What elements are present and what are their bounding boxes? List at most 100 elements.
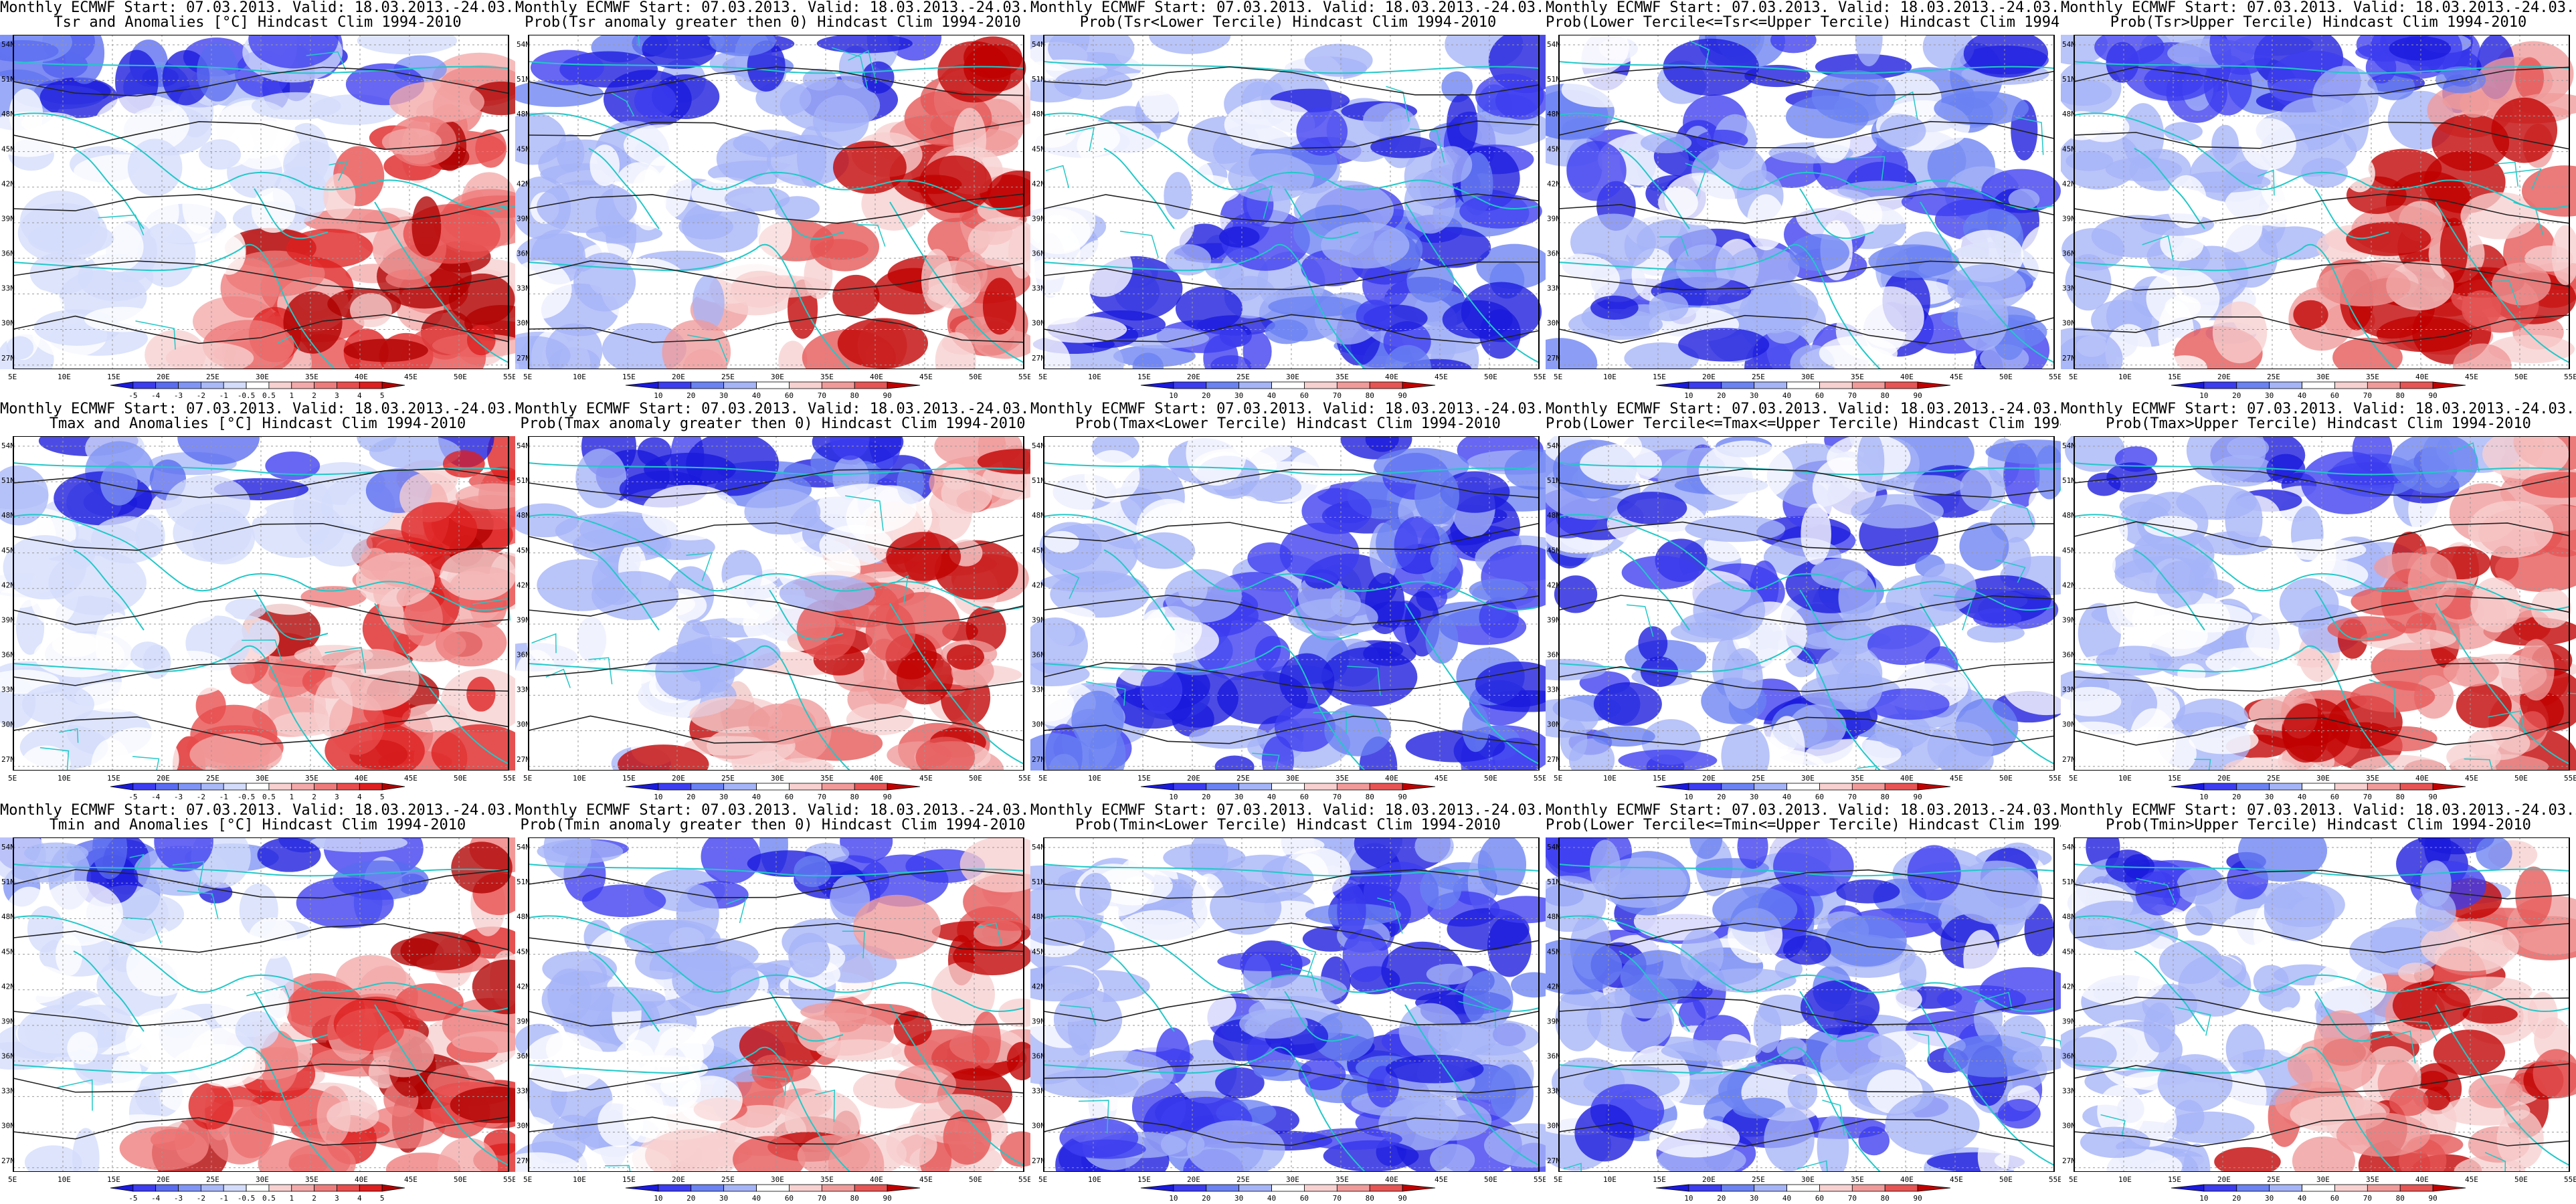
lat-tick-label: 54N xyxy=(517,40,530,49)
lat-tick-label: 39N xyxy=(517,615,530,624)
lon-tick-label: 30E xyxy=(256,373,269,381)
lat-tick-label: 33N xyxy=(1547,1087,1560,1096)
lon-tick-label: 55E xyxy=(1534,774,1546,783)
colorbar-swatch xyxy=(2236,783,2270,791)
colorbar-swatch xyxy=(268,1184,292,1192)
colorbar-swatch xyxy=(625,381,659,389)
lon-tick-label: 20E xyxy=(1702,774,1716,783)
colorbar-swatch xyxy=(1655,783,1689,791)
lon-tick-label: 55E xyxy=(503,1175,515,1184)
lon-tick-label: 50E xyxy=(969,1175,982,1184)
lon-tick-label: 30E xyxy=(771,774,784,783)
lat-tick-label: 54N xyxy=(1,40,15,49)
colorbar: 5E 10E 15E 20E 25E 30E 35E 40E 45E 50E 55E -5 -4 -3 -2… xyxy=(8,1175,515,1203)
lat-tick-label: 27N xyxy=(1547,354,1560,363)
colorbar-swatch xyxy=(178,783,201,791)
colorbar-tick-label: 80 xyxy=(850,1194,859,1203)
lon-tick-label: 40E xyxy=(1385,373,1398,381)
colorbar-tick-label: 80 xyxy=(1881,793,1890,801)
lat-tick-label: 54N xyxy=(1,843,15,851)
colorbar-tick-label: 2 xyxy=(312,793,316,801)
colorbar-swatch xyxy=(246,381,270,389)
field-shading xyxy=(515,436,1030,771)
colorbar-swatch xyxy=(854,1184,888,1192)
lat-tick-label: 42N xyxy=(1032,982,1045,991)
lon-tick-label: 50E xyxy=(969,373,982,381)
colorbar-tick-label: 60 xyxy=(2330,793,2339,801)
lat-tick-label: 33N xyxy=(1,284,15,293)
colorbar-swatch xyxy=(1402,783,1436,791)
lon-tick-label: 35E xyxy=(820,774,834,783)
lon-tick-label: 50E xyxy=(2514,373,2528,381)
map-plot: 54N 51N 48N 45N 42N 39N 36N 33N 30N 27N xyxy=(1030,436,1546,771)
lon-tick-label: 10E xyxy=(1088,774,1101,783)
lat-tick-label: 51N xyxy=(517,75,530,84)
coastlines xyxy=(1043,864,1540,1172)
colorbar-tick-label: 30 xyxy=(2265,391,2274,400)
colorbar-swatch xyxy=(2203,1184,2237,1192)
lon-tick-label: 35E xyxy=(1336,1175,1349,1184)
colorbar-tick-label: -3 xyxy=(174,793,183,801)
colorbar-tick-label: 30 xyxy=(2265,793,2274,801)
colorbar-swatch xyxy=(155,1184,179,1192)
colorbar-swatch xyxy=(789,783,822,791)
lon-tick-label: 40E xyxy=(1385,774,1398,783)
colorbar-swatch xyxy=(1884,1184,1918,1192)
colorbar-tick-label: 1 xyxy=(289,391,294,400)
colorbar-tick-label: 20 xyxy=(2232,793,2241,801)
lon-tick-label: 5E xyxy=(8,1175,17,1184)
lat-tick-label: 36N xyxy=(2062,651,2076,660)
map-panel: Monthly ECMWF Start: 07.03.2013. Valid: … xyxy=(1546,803,2061,1204)
colorbar-tick-label: 70 xyxy=(2363,1194,2372,1203)
colorbar-swatch xyxy=(1786,1184,1820,1192)
colorbar-tick-label: 20 xyxy=(1202,793,1210,801)
lon-tick-label: 40E xyxy=(870,774,883,783)
lon-tick-label: 10E xyxy=(58,1175,71,1184)
colorbar-swatch xyxy=(821,783,855,791)
lat-tick-label: 54N xyxy=(517,441,530,450)
lat-tick-label: 48N xyxy=(1,110,15,118)
lat-tick-label: 30N xyxy=(1,720,15,729)
lon-tick-label: 5E xyxy=(523,774,532,783)
lat-tick-label: 45N xyxy=(1032,144,1045,153)
lon-tick-label: 55E xyxy=(2049,774,2061,783)
colorbar: 5E 10E 15E 20E 25E 30E 35E 40E 45E 50E 55E 10 20 30 40… xyxy=(1554,373,2061,400)
colorbar-swatch xyxy=(1336,1184,1370,1192)
lat-tick-label: 36N xyxy=(1032,1052,1045,1061)
lon-tick-label: 20E xyxy=(1187,373,1200,381)
colorbar-swatch xyxy=(337,1184,360,1192)
lat-tick-label: 54N xyxy=(1032,441,1045,450)
coastlines xyxy=(2074,442,2576,771)
lon-tick-label: 25E xyxy=(206,774,219,783)
colorbar-tick-label: 10 xyxy=(1169,1194,1178,1203)
colorbar-tick-label: 20 xyxy=(686,391,695,400)
colorbar-swatch xyxy=(2236,381,2270,389)
colorbar-tick-label: 10 xyxy=(2199,391,2208,400)
colorbar-swatch xyxy=(1336,381,1370,389)
colorbar-tick-label: 70 xyxy=(1848,391,1857,400)
map-plot: 54N 51N 48N 45N 42N 39N 36N 33N 30N 27N xyxy=(1546,35,2061,369)
colorbar-swatch xyxy=(789,1184,822,1192)
lon-tick-label: 50E xyxy=(1999,1175,2013,1184)
map-plot: 54N 51N 48N 45N 42N 39N 36N 33N 30N 27N xyxy=(1546,837,2061,1172)
colorbar-swatch xyxy=(1851,1184,1885,1192)
colorbar-tick-label: 20 xyxy=(1202,391,1210,400)
colorbar-swatch xyxy=(887,1184,921,1192)
lat-tick-label: 27N xyxy=(517,1157,530,1165)
map-plot: 54N 51N 48N 45N 42N 39N 36N 33N 30N 27N xyxy=(515,436,1030,771)
lon-tick-label: 30E xyxy=(256,1175,269,1184)
colorbar-swatch xyxy=(1884,783,1918,791)
colorbar-swatch xyxy=(2432,1184,2466,1192)
colorbar-tick-label: 40 xyxy=(1782,391,1791,400)
lat-tick-label: 42N xyxy=(1032,581,1045,589)
lon-tick-label: 20E xyxy=(1702,1175,1716,1184)
panel-title-line2: Prob(Tmin anomaly greater then 0) Hindca… xyxy=(520,817,1026,833)
colorbar-swatch xyxy=(291,783,315,791)
colorbar-swatch xyxy=(359,1184,383,1192)
map-frame xyxy=(2074,35,2570,369)
colorbar-tick-label: 70 xyxy=(2363,793,2372,801)
lon-tick-label: 10E xyxy=(573,1175,586,1184)
climatology-contours xyxy=(2074,66,2570,344)
lat-tick-label: 54N xyxy=(1032,843,1045,851)
colorbar: 5E 10E 15E 20E 25E 30E 35E 40E 45E 50E 55E -5 -4 -3 -2… xyxy=(8,373,515,400)
